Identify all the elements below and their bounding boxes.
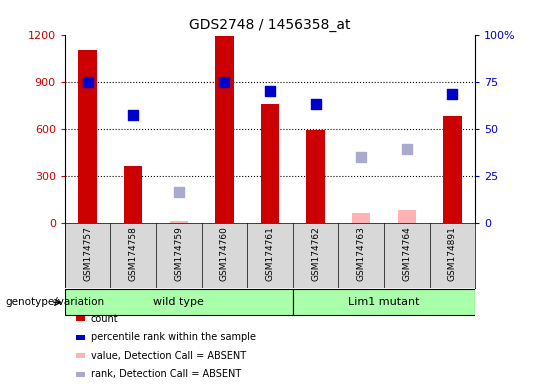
Bar	[215, 36, 233, 223]
Text: GSM174763: GSM174763	[357, 226, 366, 281]
Point	[83, 79, 92, 85]
Bar	[307, 130, 325, 223]
Title: GDS2748 / 1456358_at: GDS2748 / 1456358_at	[189, 18, 351, 32]
Text: GSM174764: GSM174764	[402, 226, 411, 281]
Text: GSM174760: GSM174760	[220, 226, 229, 281]
Point	[129, 111, 138, 118]
Point	[448, 91, 457, 97]
Text: GSM174758: GSM174758	[129, 226, 138, 281]
Text: Lim1 mutant: Lim1 mutant	[348, 297, 420, 308]
Text: GSM174757: GSM174757	[83, 226, 92, 281]
Text: GSM174762: GSM174762	[311, 226, 320, 281]
Point	[220, 79, 229, 86]
Point	[311, 101, 320, 107]
Bar	[293, 290, 475, 315]
Bar	[170, 221, 188, 223]
Text: wild type: wild type	[153, 297, 204, 308]
Text: GSM174759: GSM174759	[174, 226, 183, 281]
Bar	[261, 104, 279, 223]
Text: value, Detection Call = ABSENT: value, Detection Call = ABSENT	[91, 351, 246, 361]
Text: percentile rank within the sample: percentile rank within the sample	[91, 332, 256, 342]
Text: rank, Detection Call = ABSENT: rank, Detection Call = ABSENT	[91, 369, 241, 379]
Bar	[78, 50, 97, 223]
Point	[174, 189, 183, 195]
Bar	[443, 116, 462, 223]
Text: GSM174761: GSM174761	[266, 226, 274, 281]
Bar	[65, 290, 293, 315]
Point	[266, 88, 274, 94]
Bar	[352, 214, 370, 223]
Point	[402, 146, 411, 152]
Text: count: count	[91, 314, 118, 324]
Text: GSM174891: GSM174891	[448, 226, 457, 281]
Text: genotype/variation: genotype/variation	[5, 297, 105, 308]
Point	[357, 154, 366, 160]
Bar	[124, 166, 143, 223]
Bar	[397, 210, 416, 223]
